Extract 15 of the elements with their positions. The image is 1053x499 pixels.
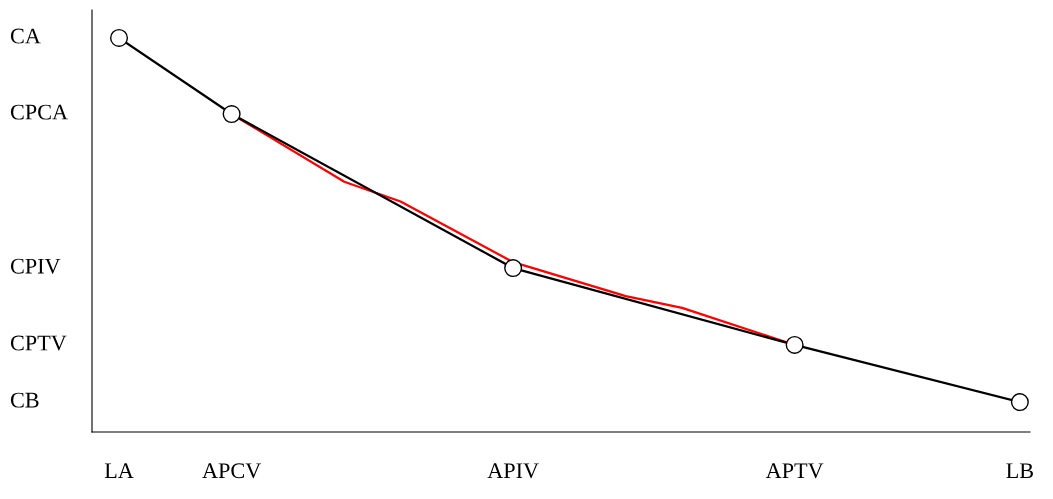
x-tick-label: APIV: [487, 463, 539, 479]
x-tick-label: APTV: [765, 463, 824, 479]
text: CPIV: [10, 258, 61, 274]
point: [504, 259, 523, 278]
x-tick-label: LB: [1006, 463, 1033, 479]
text: CPTV: [10, 335, 67, 351]
x-tick-label: APCV: [202, 463, 262, 479]
point: [785, 335, 804, 354]
text: CA: [10, 28, 41, 44]
text: CPCA: [10, 104, 68, 120]
text: CB: [10, 392, 39, 408]
x-tick-label: LA: [104, 463, 134, 478]
point: [109, 28, 129, 48]
point: [1010, 393, 1029, 412]
point: [222, 104, 241, 124]
